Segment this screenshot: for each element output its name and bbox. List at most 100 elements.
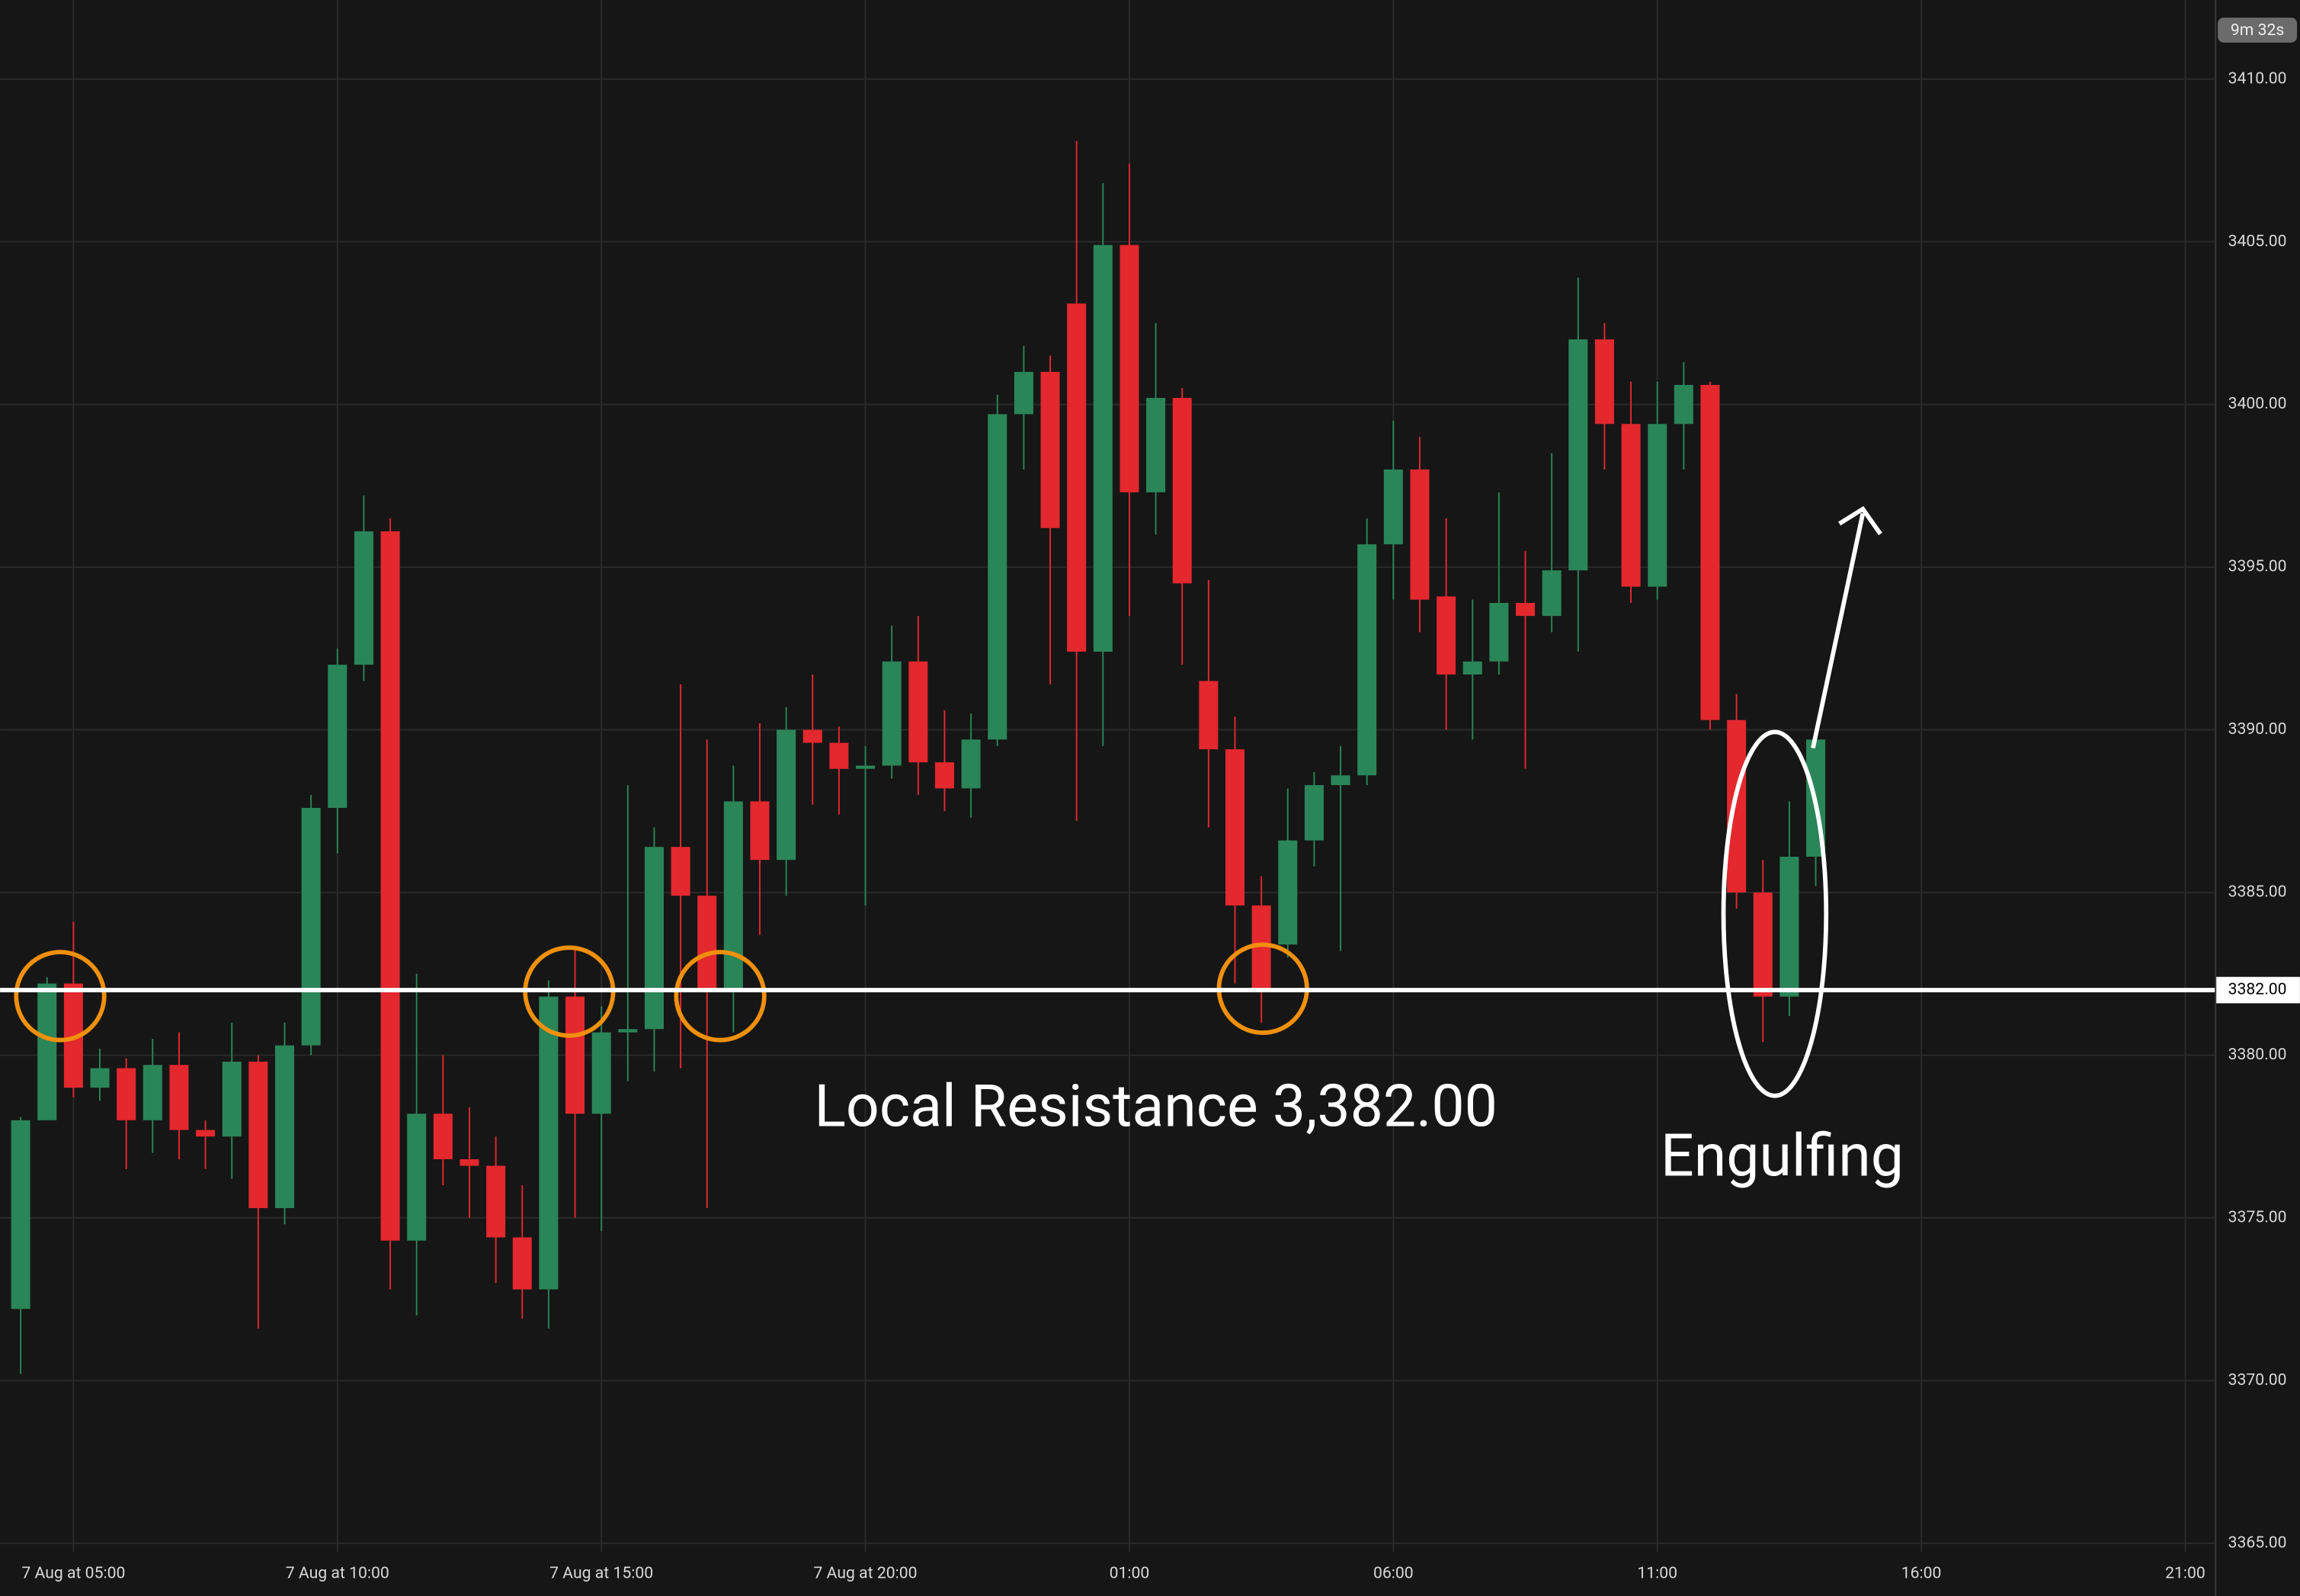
candle-body bbox=[11, 1120, 30, 1309]
candle-body bbox=[354, 531, 373, 665]
y-tick-label: 3405.00 bbox=[2228, 232, 2287, 251]
candle-body bbox=[248, 1061, 268, 1209]
candle-body bbox=[882, 661, 902, 766]
grid bbox=[0, 0, 2215, 1553]
candle-body bbox=[1093, 245, 1113, 652]
candle-body bbox=[380, 531, 400, 1241]
candle-body bbox=[671, 847, 690, 896]
candle-body bbox=[1779, 856, 1799, 997]
countdown-badge bbox=[2218, 18, 2298, 43]
x-tick-label: 21:00 bbox=[2165, 1564, 2206, 1583]
candle-body bbox=[1700, 385, 1720, 720]
annotation: Local Resistance 3,382.00 bbox=[814, 1072, 1497, 1140]
candle-body bbox=[565, 996, 585, 1114]
arrow bbox=[1811, 513, 1866, 749]
highlight-ellipse bbox=[1721, 729, 1829, 1098]
candle-body bbox=[644, 847, 664, 1030]
highlight-circle bbox=[674, 950, 767, 1043]
candle-body bbox=[1172, 398, 1192, 584]
x-tick-label: 01:00 bbox=[1110, 1564, 1150, 1583]
candle-body bbox=[169, 1065, 189, 1130]
candle-body bbox=[1674, 385, 1693, 425]
candle-body bbox=[460, 1159, 479, 1166]
y-tick-label: 3370.00 bbox=[2228, 1370, 2287, 1389]
x-tick-label: 7 Aug at 15:00 bbox=[549, 1564, 653, 1583]
y-tick-label: 3380.00 bbox=[2228, 1045, 2287, 1064]
y-tick-label: 3385.00 bbox=[2228, 883, 2287, 902]
candle-body bbox=[1462, 661, 1482, 675]
candle-body bbox=[618, 1029, 638, 1033]
highlight-circle bbox=[14, 950, 107, 1043]
candle-body bbox=[908, 661, 928, 763]
candle-body bbox=[988, 414, 1007, 740]
candle-body bbox=[1516, 603, 1536, 617]
price-label: 3382.00 bbox=[2228, 980, 2287, 999]
countdown: 9m 32s bbox=[2231, 21, 2284, 40]
candle-body bbox=[1304, 785, 1324, 841]
candle-body bbox=[117, 1068, 136, 1120]
candle-body bbox=[934, 762, 954, 789]
candle-body bbox=[1331, 775, 1350, 786]
candle-body bbox=[222, 1061, 242, 1137]
candle-body bbox=[37, 983, 57, 1120]
candle-body bbox=[1146, 398, 1166, 492]
candle-body bbox=[1648, 424, 1667, 587]
candle-body bbox=[539, 996, 559, 1290]
candle-body bbox=[1225, 749, 1245, 906]
price-box bbox=[2216, 976, 2300, 1004]
y-tick-label: 3390.00 bbox=[2228, 719, 2287, 739]
candle-body bbox=[1383, 470, 1403, 545]
x-tick-label: 7 Aug at 05:00 bbox=[21, 1564, 125, 1583]
candle-body bbox=[90, 1068, 110, 1088]
candle-body bbox=[1621, 424, 1641, 587]
candle-body bbox=[1489, 603, 1509, 662]
x-tick-label: 16:00 bbox=[1901, 1564, 1942, 1583]
y-tick-label: 3410.00 bbox=[2228, 69, 2287, 88]
candle-body bbox=[512, 1237, 532, 1290]
candle-body bbox=[1410, 470, 1430, 600]
candle-body bbox=[723, 801, 743, 991]
candle-body bbox=[1437, 596, 1456, 675]
candle-body bbox=[1120, 245, 1139, 492]
candle-body bbox=[301, 807, 321, 1046]
y-tick-label: 3375.00 bbox=[2228, 1207, 2287, 1226]
candle-body bbox=[961, 739, 981, 789]
candle-body bbox=[143, 1065, 162, 1120]
candle-body bbox=[1040, 371, 1060, 528]
candle-body bbox=[697, 896, 717, 991]
candles bbox=[11, 140, 1826, 1374]
candle-body bbox=[196, 1130, 216, 1137]
x-tick-label: 7 Aug at 20:00 bbox=[814, 1564, 918, 1583]
overlay: Local Resistance 3,382.00 Engulfing bbox=[0, 505, 2215, 1191]
candle-body bbox=[591, 1032, 611, 1114]
candle-body bbox=[1542, 570, 1562, 617]
candle-body bbox=[1278, 840, 1298, 945]
candle-body bbox=[750, 801, 770, 860]
y-tick-label: 3365.00 bbox=[2228, 1533, 2287, 1552]
candle-body bbox=[777, 729, 796, 860]
candle-body bbox=[1251, 905, 1271, 991]
candle-body bbox=[829, 742, 849, 769]
y-tick-label: 3400.00 bbox=[2228, 394, 2287, 413]
candle-body bbox=[1594, 339, 1614, 425]
candle-body bbox=[328, 665, 348, 808]
x-tick-label: 06:00 bbox=[1373, 1564, 1414, 1583]
x-tick-label: 11:00 bbox=[1637, 1564, 1677, 1583]
candle-body bbox=[274, 1045, 295, 1209]
candle-body bbox=[1753, 892, 1773, 997]
candle-body bbox=[1727, 719, 1747, 893]
x-tick-label: 7 Aug at 10:00 bbox=[286, 1564, 389, 1583]
candle-body bbox=[1014, 371, 1033, 415]
candle-body bbox=[802, 729, 822, 743]
annotation: Engulfing bbox=[1661, 1122, 1904, 1191]
candle-body bbox=[856, 765, 876, 769]
candle-body bbox=[407, 1114, 427, 1241]
candle-body bbox=[1067, 303, 1087, 652]
arrow-head bbox=[1838, 505, 1882, 536]
candle-body bbox=[1199, 681, 1219, 750]
candle-body bbox=[1357, 544, 1377, 776]
candle-body bbox=[486, 1165, 506, 1238]
y-tick-label: 3395.00 bbox=[2228, 557, 2287, 576]
candle-body bbox=[1568, 339, 1588, 571]
